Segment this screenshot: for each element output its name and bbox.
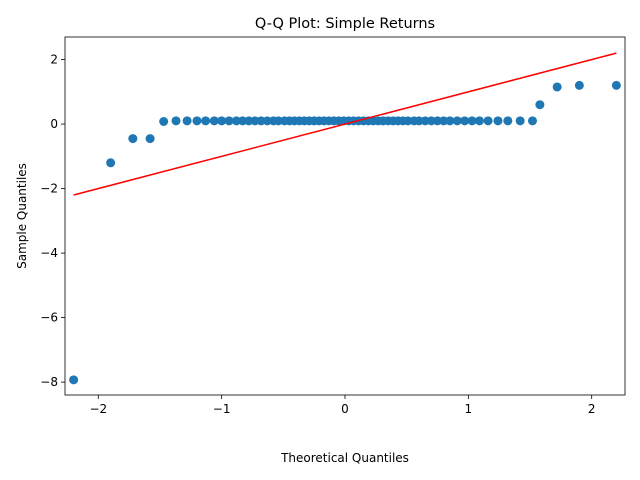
- x-tick-label: −2: [89, 402, 107, 416]
- y-tick-label: 2: [50, 53, 58, 67]
- data-point: [106, 158, 116, 168]
- data-point: [433, 116, 443, 126]
- data-point: [452, 116, 462, 126]
- data-point: [414, 116, 424, 126]
- x-tick-label: 1: [465, 402, 473, 416]
- data-point: [244, 116, 254, 126]
- x-axis-ticks: −2 −1 0 1 2: [89, 395, 596, 416]
- data-point: [574, 80, 584, 90]
- y-tick-label: −8: [40, 375, 58, 389]
- x-axis-label: Theoretical Quantiles: [280, 451, 409, 465]
- data-point: [201, 116, 211, 126]
- data-point: [262, 116, 272, 126]
- data-point: [439, 116, 449, 126]
- data-point: [420, 116, 430, 126]
- data-point: [182, 116, 192, 126]
- data-point: [460, 116, 470, 126]
- data-point: [159, 117, 169, 127]
- axes-frame: [64, 36, 626, 396]
- y-axis-label: Sample Quantiles: [15, 163, 29, 269]
- data-point: [209, 116, 219, 126]
- data-point: [250, 116, 260, 126]
- data-point: [474, 116, 484, 126]
- data-point: [515, 116, 525, 126]
- y-tick-label: −2: [40, 182, 58, 196]
- data-point: [403, 116, 413, 126]
- data-point: [217, 116, 227, 126]
- data-point: [503, 116, 513, 126]
- data-point: [231, 116, 241, 126]
- data-point: [192, 116, 202, 126]
- data-point: [611, 80, 621, 90]
- x-tick-label: 2: [588, 402, 596, 416]
- data-points: [69, 80, 621, 385]
- data-point: [238, 116, 248, 126]
- data-point: [171, 116, 181, 126]
- data-point: [273, 116, 283, 126]
- data-point: [69, 375, 79, 385]
- data-point: [145, 134, 155, 144]
- y-axis-ticks: −8 −6 −4 −2 0 2: [40, 53, 65, 389]
- y-tick-label: −6: [40, 311, 58, 325]
- data-point: [128, 134, 138, 144]
- data-point: [527, 116, 537, 126]
- data-point: [493, 116, 503, 126]
- reference-line-group: [73, 52, 617, 196]
- data-point: [552, 82, 562, 92]
- data-point: [445, 116, 455, 126]
- data-point: [426, 116, 436, 126]
- reference-line: [73, 52, 617, 196]
- data-point: [483, 116, 493, 126]
- y-tick-label: 0: [50, 117, 58, 131]
- x-tick-label: 0: [341, 402, 349, 416]
- data-point: [467, 116, 477, 126]
- chart-title: Q-Q Plot: Simple Returns: [255, 16, 435, 32]
- x-tick-label: −1: [213, 402, 231, 416]
- y-tick-label: −4: [40, 246, 58, 260]
- data-point: [256, 116, 266, 126]
- data-point: [224, 116, 234, 126]
- data-point: [535, 100, 545, 110]
